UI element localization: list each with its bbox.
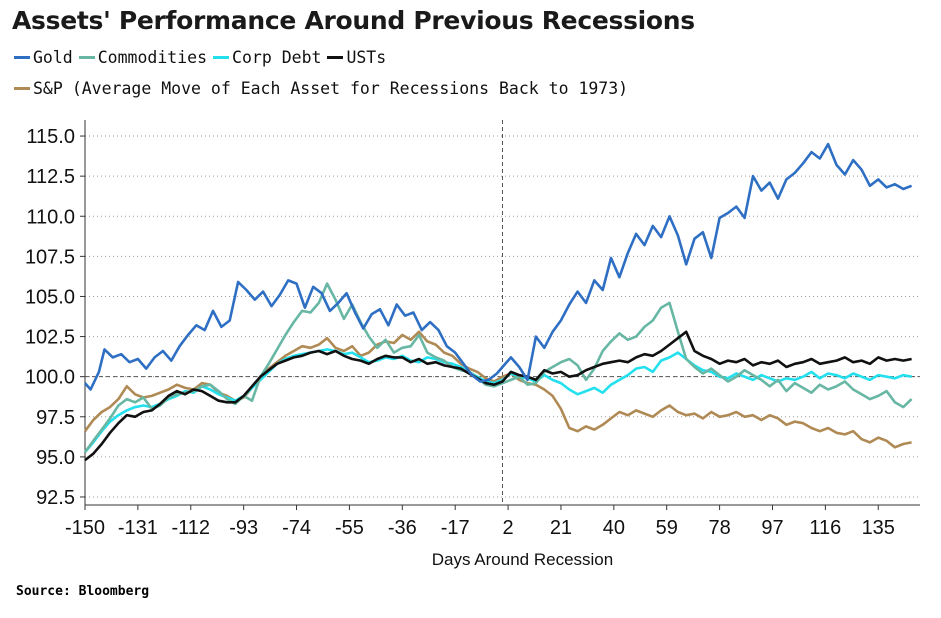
y-tick-label: 110.0 (26, 206, 75, 228)
x-tick-label: 21 (550, 517, 572, 539)
source-note: Source: Bloomberg (16, 584, 150, 599)
legend-item-corp-debt: Corp Debt (213, 48, 321, 67)
series-line-usts (84, 330, 912, 462)
x-tick-label: -93 (229, 517, 258, 539)
y-tick-label: 105.0 (25, 286, 75, 308)
legend-swatch-corp-debt (213, 56, 230, 59)
y-tick-label: 100.0 (25, 367, 75, 389)
legend-item-commodities: Commodities (78, 48, 208, 67)
y-tick-label: 102.5 (25, 327, 75, 349)
x-tick-label: -17 (441, 517, 470, 539)
legend-item-gold: Gold (14, 48, 73, 67)
x-tick-label: 116 (809, 517, 841, 539)
x-tick-label: 78 (708, 517, 730, 539)
y-tick-label: 107.5 (25, 246, 75, 268)
legend-swatch-usts (327, 56, 344, 59)
legend-swatch-gold (14, 56, 30, 59)
x-tick-label: 59 (656, 517, 678, 539)
y-tick-label: 97.5 (36, 407, 75, 429)
y-tick-label: 112.5 (26, 166, 75, 188)
legend-label-usts: USTs (346, 48, 387, 67)
x-tick-label: -150 (65, 517, 105, 539)
x-tick-label: -36 (388, 517, 417, 539)
series-line-gold (84, 142, 913, 391)
legend-label-corp-debt: Corp Debt (232, 48, 322, 67)
x-tick-label: -131 (118, 517, 158, 539)
y-tick-label: 92.5 (36, 487, 75, 509)
y-tick-label: 95.0 (36, 447, 75, 469)
x-tick-label: 2 (503, 517, 514, 539)
x-tick-label: 135 (862, 517, 895, 539)
legend-item-sp: S&P (Average Move of Each Asset for Rece… (14, 79, 628, 98)
x-tick-label: -112 (171, 517, 210, 539)
x-tick-label: -55 (335, 517, 364, 539)
series-line-corp-debt (84, 348, 912, 453)
legend-item-usts: USTs (327, 48, 386, 67)
legend-row-1: Gold Commodities Corp Debt USTs (14, 48, 392, 67)
y-tick-label: 115.0 (26, 126, 75, 148)
x-tick-label: 40 (603, 517, 625, 539)
legend-label-gold: Gold (33, 48, 73, 67)
x-tick-label: -74 (282, 517, 311, 539)
x-tick-label: 97 (761, 517, 783, 539)
legend-note: (Average Move of Each Asset for Recessio… (71, 79, 629, 98)
legend-row-2: S&P (Average Move of Each Asset for Rece… (14, 79, 634, 98)
series-line-commodities (83, 282, 913, 453)
legend-swatch-commodities (78, 56, 95, 59)
legend-swatch-sp (14, 87, 30, 90)
chart-title: Assets' Performance Around Previous Rece… (12, 6, 695, 35)
x-axis-label: Days Around Recession (432, 550, 613, 569)
legend-label-sp: S&P (33, 79, 63, 98)
legend-label-commodities: Commodities (97, 48, 208, 67)
